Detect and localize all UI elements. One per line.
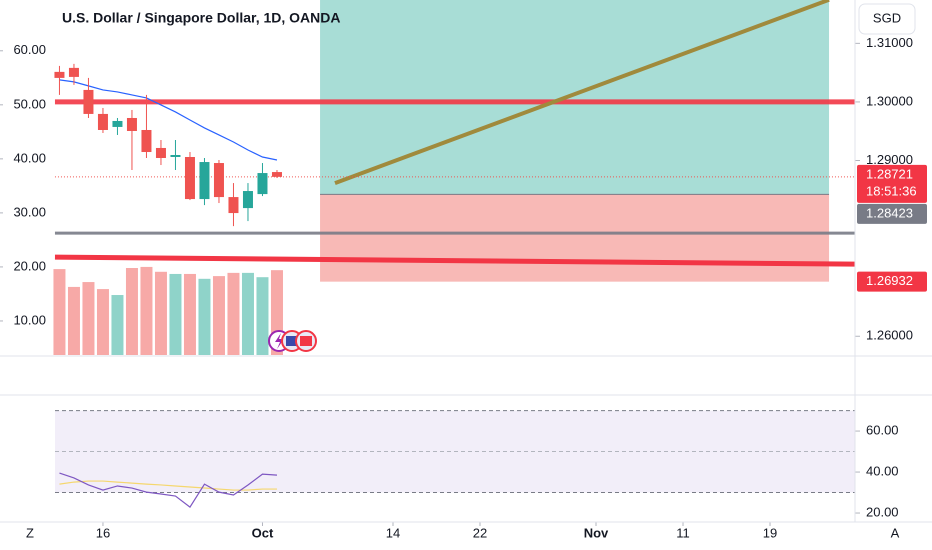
timezone-button[interactable]: Z [26,525,34,540]
x-tick-label: 14 [386,525,400,540]
stop-price-label: 1.26932 [866,273,913,288]
candle-body [68,67,79,77]
candle-body [97,113,108,130]
candle-body [126,117,137,131]
rsi-line [59,472,278,508]
rsi-pane [55,410,855,508]
chart-title: U.S. Dollar / Singapore Dollar, 1D, OAND… [62,10,341,26]
rsi-tick-label: 60.00 [866,423,899,438]
stop-price-badge [857,271,927,292]
volume-bar [111,295,124,355]
overlay: 1.26000 1.29000 1.30000 1.31000 10.00 20.00 30… [0,35,927,540]
trend-line [54,254,855,267]
volume-bar [241,272,254,355]
volume-bar [183,273,196,355]
candle-body [228,197,239,214]
y-tick-label: 1.30000 [866,93,913,108]
volume-bar [125,268,138,355]
candle-body [184,156,195,200]
y-tick-label: 1.26000 [866,328,913,343]
y2-tick-label: 50.00 [13,96,46,111]
event-icons[interactable] [268,330,317,352]
candle-body [112,120,123,127]
volume-bar [256,277,269,355]
x-tick-label: 16 [96,525,110,540]
last-price-label: 1.28721 [866,166,913,181]
entry-price-label: 1.28423 [866,205,913,220]
x-tick-label: Oct [252,525,274,540]
y2-tick-label: 40.00 [13,150,46,165]
volume-bar [96,289,109,355]
volume-bar [53,269,66,355]
candle-body [155,147,166,158]
countdown-label: 18:51:36 [866,183,917,198]
rsi-tick-label: 20.00 [866,504,899,519]
rsi-tick-label: 40.00 [866,463,899,478]
volume-bar [154,271,167,355]
y-tick-label: 1.31000 [866,35,913,50]
currency-button[interactable] [858,3,916,35]
volume-bar [212,276,225,355]
currency-label[interactable]: SGD [873,10,901,25]
volume-bar [227,272,240,355]
volume-bar [198,278,211,355]
last-price-badge [857,164,927,203]
candle-body [170,155,181,157]
auto-scale-button[interactable]: A [891,525,900,540]
y-tick-label: 1.29000 [866,152,913,167]
x-tick-label: 22 [473,525,487,540]
entry-price-badge [857,203,927,224]
candle-body [242,191,253,209]
main-pane [53,0,855,355]
volume-bar [82,282,95,355]
volume-bar [169,273,182,355]
candle-body [141,129,152,153]
moving-average [59,79,278,161]
x-tick-label: 11 [676,525,690,540]
x-tick-label: 19 [763,525,777,540]
candle-body [213,163,224,198]
y2-tick-label: 20.00 [13,258,46,273]
trend-line [334,0,830,185]
position-loss [320,194,830,282]
candle-body [271,172,282,177]
volume-bar [67,286,80,355]
y2-tick-label: 10.00 [13,312,46,327]
candle-body [257,173,268,195]
y2-tick-label: 60.00 [13,42,46,57]
candle-body [199,162,210,200]
candle-body [54,71,65,78]
candle-body [83,89,94,114]
y2-tick-label: 30.00 [13,204,46,219]
volume-bar [140,266,153,355]
x-tick-label: Nov [584,525,609,540]
